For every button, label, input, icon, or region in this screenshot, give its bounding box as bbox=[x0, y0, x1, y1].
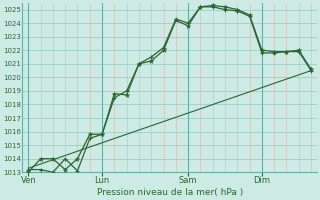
X-axis label: Pression niveau de la mer( hPa ): Pression niveau de la mer( hPa ) bbox=[97, 188, 243, 197]
